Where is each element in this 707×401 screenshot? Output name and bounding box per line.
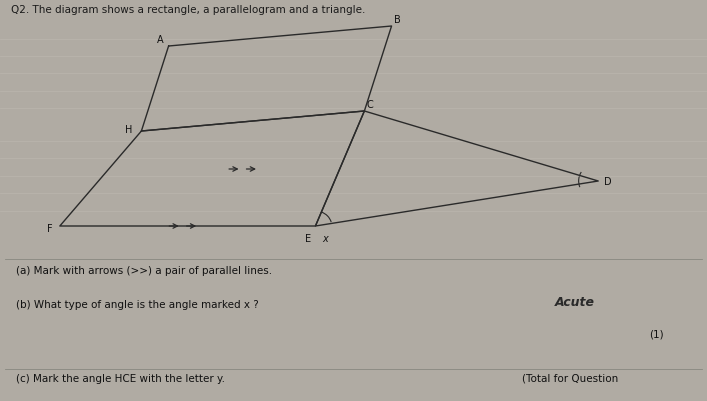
Text: D: D — [604, 176, 612, 186]
Text: B: B — [394, 15, 400, 25]
Text: H: H — [125, 125, 133, 135]
Text: F: F — [47, 223, 52, 233]
Text: Q2. The diagram shows a rectangle, a parallelogram and a triangle.: Q2. The diagram shows a rectangle, a par… — [11, 5, 366, 15]
Text: (1): (1) — [649, 329, 663, 339]
Text: x: x — [322, 233, 328, 243]
Text: (a) Mark with arrows (>>) a pair of parallel lines.: (a) Mark with arrows (>>) a pair of para… — [16, 265, 272, 275]
Text: (Total for Question: (Total for Question — [522, 373, 619, 383]
Text: Acute: Acute — [555, 295, 595, 308]
Text: (b) What type of angle is the angle marked x ?: (b) What type of angle is the angle mark… — [16, 299, 259, 309]
Text: E: E — [305, 233, 311, 243]
Text: C: C — [366, 100, 373, 110]
Text: (c) Mark the angle HCE with the letter y.: (c) Mark the angle HCE with the letter y… — [16, 373, 226, 383]
Text: A: A — [156, 35, 163, 45]
